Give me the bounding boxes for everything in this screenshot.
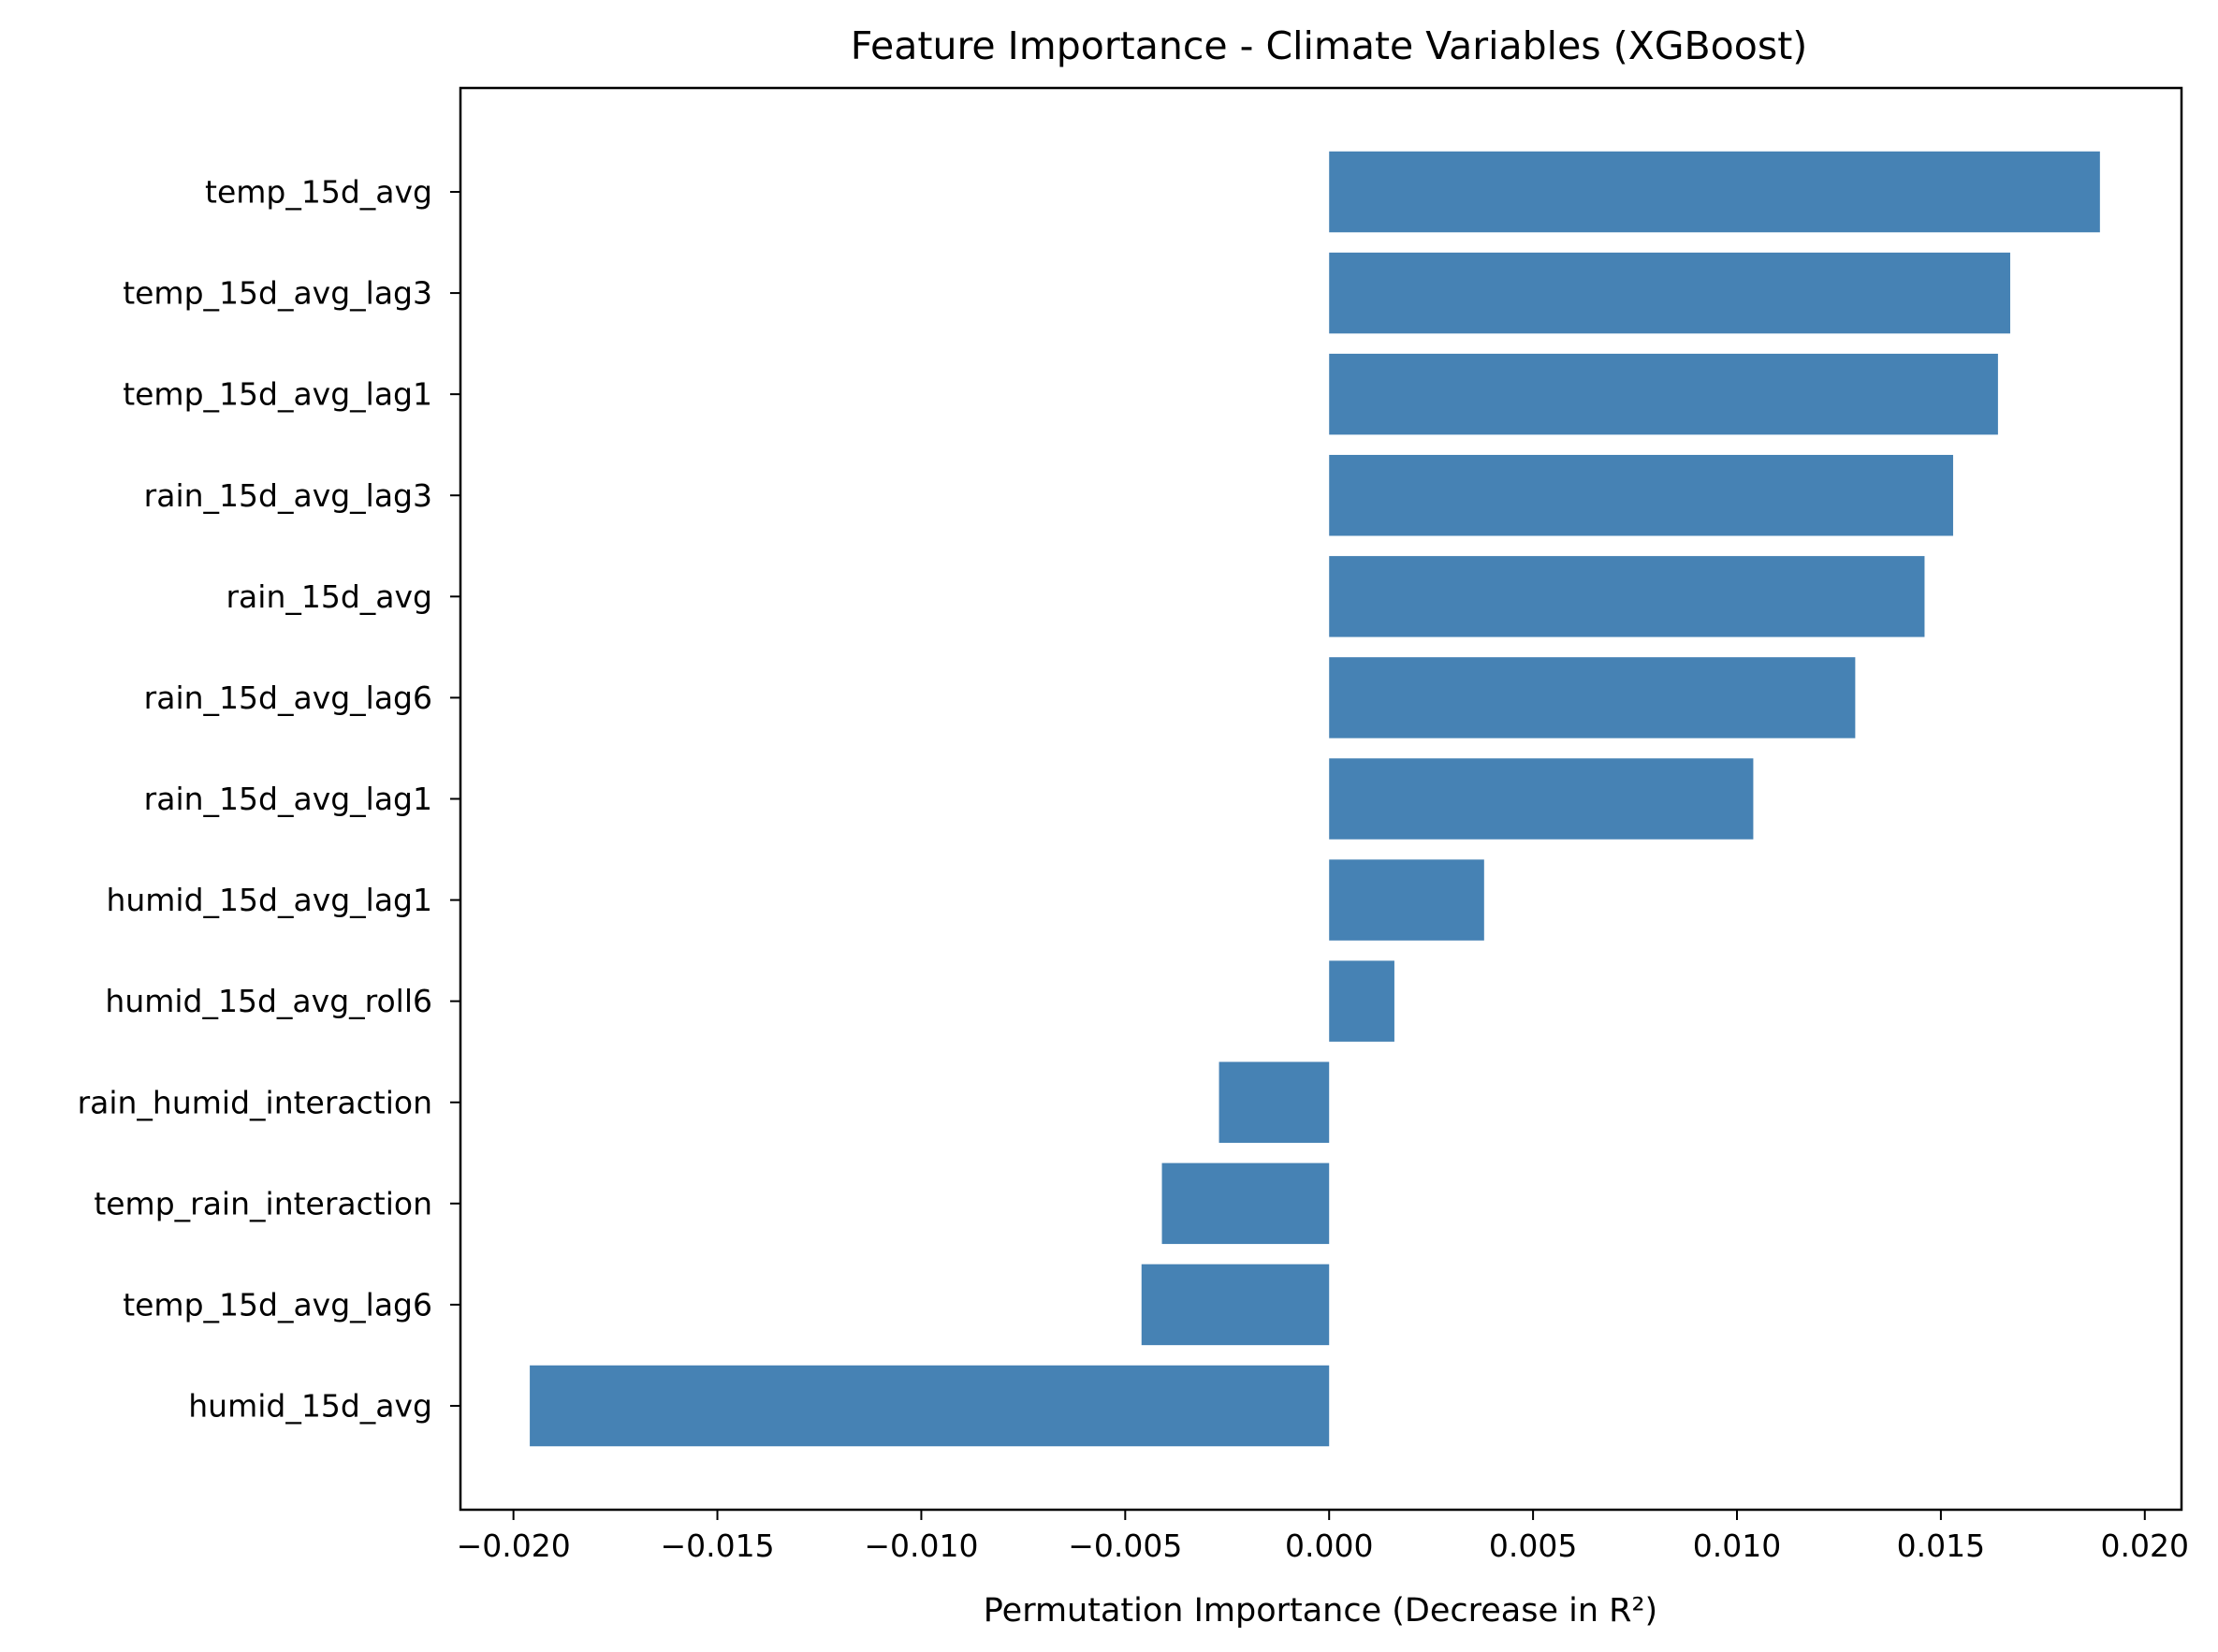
y-tick-label: temp_15d_avg [205, 174, 432, 211]
x-tick-label: 0.015 [1897, 1528, 1985, 1564]
x-axis: −0.020 −0.015 −0.010 −0.005 0.000 0.005 0.010 0… [457, 1510, 2189, 1564]
plot-frame [459, 86, 2183, 1512]
bar-rain-15d-avg-lag1 [1329, 758, 1754, 840]
x-tick-label: −0.010 [864, 1528, 978, 1564]
bar-rain-humid-interaction [1218, 1061, 1330, 1143]
bar-humid-15d-avg-lag1 [1329, 859, 1484, 941]
y-tick-label: temp_15d_avg_lag6 [123, 1286, 432, 1323]
y-tick-label: temp_15d_avg_lag3 [123, 275, 432, 312]
chart-title: Feature Importance - Climate Variables (… [851, 23, 1808, 68]
bar-temp-15d-avg [1329, 151, 2100, 233]
y-axis: temp_15d_avg temp_15d_avg_lag3 temp_15d_av… [78, 174, 460, 1425]
bar-humid-15d-avg-roll6 [1329, 960, 1394, 1042]
x-tick-label: 0.020 [2101, 1528, 2189, 1564]
y-tick-label: rain_humid_interaction [78, 1084, 432, 1120]
x-tick-label: −0.005 [1068, 1528, 1182, 1564]
x-tick-label: −0.020 [457, 1528, 571, 1564]
bar-rain-15d-avg-lag6 [1329, 657, 1856, 738]
bar-rain-15d-avg [1329, 556, 1925, 637]
x-tick-label: 0.005 [1489, 1528, 1577, 1564]
y-tick-label: humid_15d_avg [188, 1388, 432, 1425]
y-tick-label: temp_rain_interaction [94, 1185, 432, 1221]
x-tick-label: −0.015 [660, 1528, 774, 1564]
y-tick-label: humid_15d_avg_lag1 [106, 882, 432, 918]
y-tick-label: humid_15d_avg_roll6 [105, 983, 432, 1019]
y-tick-label: rain_15d_avg_lag3 [144, 477, 432, 514]
y-tick-label: rain_15d_avg [226, 578, 432, 615]
y-tick-label: rain_15d_avg_lag6 [144, 680, 432, 716]
x-tick-label: 0.000 [1285, 1528, 1373, 1564]
x-axis-label: Permutation Importance (Decrease in R²) [984, 1592, 1657, 1630]
bar-temp-15d-avg-lag3 [1329, 252, 2010, 334]
bar-temp-15d-avg-lag1 [1329, 353, 1998, 435]
bar-humid-15d-avg [530, 1365, 1330, 1447]
x-tick-label: 0.010 [1693, 1528, 1781, 1564]
bars-layer [530, 151, 2100, 1447]
y-tick-label: rain_15d_avg_lag1 [144, 781, 432, 817]
bar-rain-15d-avg-lag3 [1329, 455, 1953, 536]
y-tick-label: temp_15d_avg_lag1 [123, 376, 432, 413]
bar-temp-rain-interaction [1161, 1162, 1330, 1245]
bar-temp-15d-avg-lag6 [1141, 1264, 1330, 1346]
